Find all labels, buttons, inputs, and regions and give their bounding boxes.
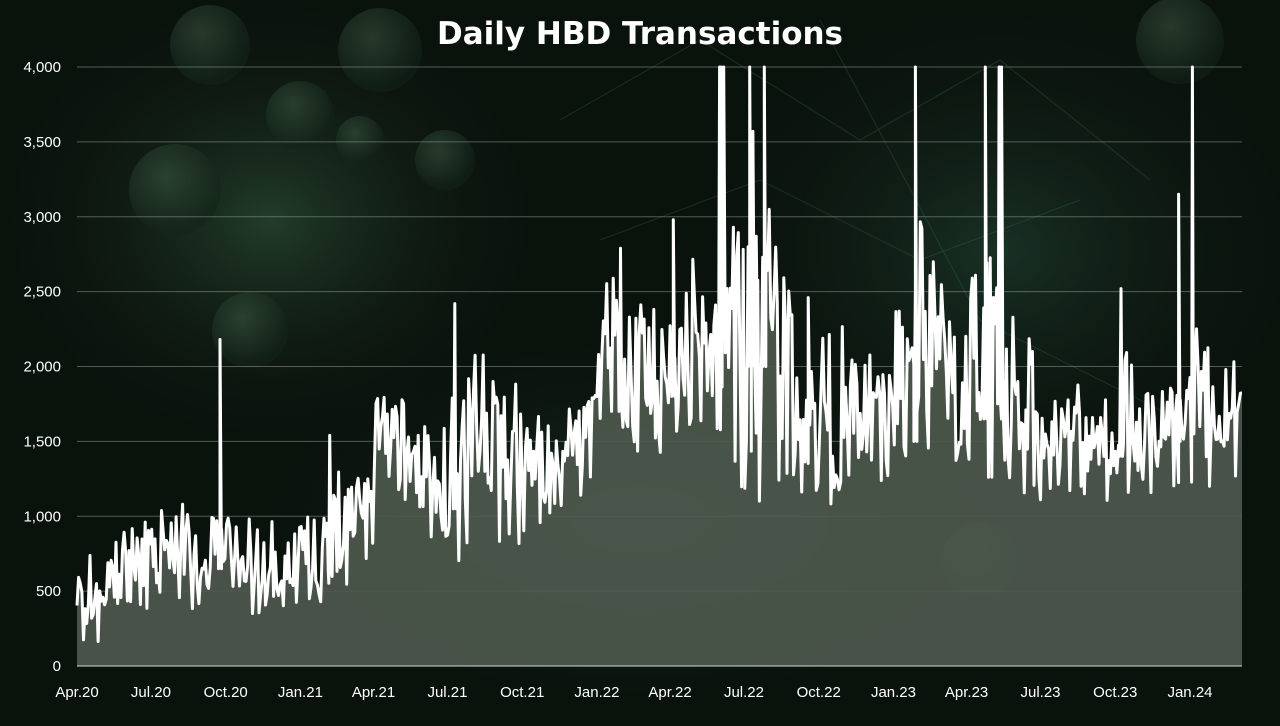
x-tick-label: Jul.22 xyxy=(724,684,764,701)
x-tick-label: Apr.23 xyxy=(945,684,988,701)
x-tick-label: Apr.20 xyxy=(55,684,98,701)
x-tick-label: Jan.24 xyxy=(1167,684,1212,701)
x-tick-label: Jan.23 xyxy=(871,684,916,701)
x-axis-labels: Apr.20 Jul.20 Oct.20 Jan.21 Apr.21 Jul.21 Oct.… xyxy=(55,684,1212,701)
x-tick-label: Oct.23 xyxy=(1093,684,1137,701)
y-tick-label: 2,500 xyxy=(23,284,61,301)
x-tick-label: Jan.21 xyxy=(278,684,323,701)
y-tick-label: 500 xyxy=(36,583,61,600)
y-tick-label: 3,000 xyxy=(23,209,61,226)
x-tick-label: Oct.22 xyxy=(797,684,841,701)
chart-title: Daily HBD Transactions xyxy=(436,16,844,52)
y-tick-label: 3,500 xyxy=(23,134,61,151)
x-tick-label: Jul.23 xyxy=(1021,684,1061,701)
y-tick-label: 1,000 xyxy=(23,508,61,525)
x-tick-label: Apr.22 xyxy=(648,684,691,701)
x-tick-label: Jul.21 xyxy=(427,684,467,701)
y-tick-label: 4,000 xyxy=(23,59,61,76)
y-tick-label: 0 xyxy=(53,658,61,675)
x-tick-label: Jul.20 xyxy=(131,684,171,701)
x-tick-label: Oct.20 xyxy=(204,684,248,701)
x-tick-label: Apr.21 xyxy=(352,684,395,701)
y-tick-label: 2,000 xyxy=(23,359,61,376)
y-axis-labels: 0 500 1,000 1,500 2,000 2,500 3,000 3,500 4,000 xyxy=(23,59,61,675)
y-tick-label: 1,500 xyxy=(23,433,61,450)
x-tick-label: Jan.22 xyxy=(574,684,619,701)
series-line xyxy=(75,65,1243,643)
x-tick-label: Oct.21 xyxy=(500,684,544,701)
